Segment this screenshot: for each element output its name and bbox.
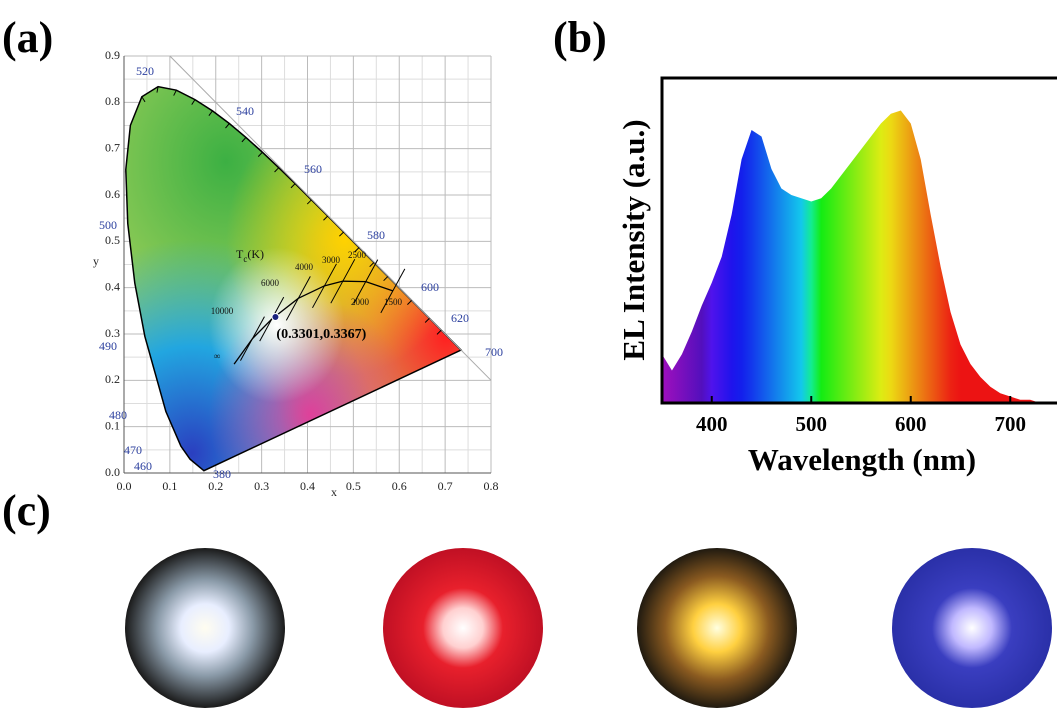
y-tick-label: 0.3	[105, 326, 120, 340]
x-axis-label: Wavelength (nm)	[748, 442, 976, 477]
y-tick-label: 0.7	[105, 140, 120, 154]
isotherm-title-part: T	[236, 247, 244, 261]
x-tick-label: 700	[995, 412, 1027, 436]
wavelength-label: 380	[213, 467, 231, 481]
wavelength-label: 470	[124, 443, 142, 457]
wavelength-label: 600	[421, 280, 439, 294]
locus-tick	[141, 96, 146, 103]
y-tick-label: 0.6	[105, 187, 120, 201]
x-tick-label: 0.5	[346, 479, 361, 493]
wavelength-label: 460	[134, 459, 152, 473]
locus-tick	[191, 99, 196, 105]
x-tick-label: 0.3	[254, 479, 269, 493]
locus-tick	[274, 167, 280, 173]
isotherm	[380, 268, 406, 314]
y-tick-label: 0.1	[105, 418, 120, 432]
locus-tick	[339, 231, 345, 237]
isotherm-label: 4000	[295, 262, 314, 272]
locus-tick	[407, 300, 412, 306]
wavelength-label: 500	[99, 218, 117, 232]
wavelength-label: 580	[367, 228, 385, 242]
data-point	[271, 312, 280, 321]
y-axis-label: EL Intensity (a.u.)	[616, 119, 651, 360]
isotherm-label: ∞	[214, 351, 220, 361]
isotherm	[285, 276, 311, 321]
wavelength-label: 540	[236, 104, 254, 118]
panel-label: (a)	[2, 13, 53, 62]
x-tick-label: 0.7	[438, 479, 453, 493]
frame	[660, 76, 1057, 405]
y-tick-label: 0.8	[105, 94, 120, 108]
locus-tick	[369, 262, 375, 268]
x-tick-label: 0.2	[208, 479, 223, 493]
y-tick-label: 0.2	[105, 372, 120, 386]
panel-label: (c)	[2, 486, 51, 535]
isotherm	[312, 263, 337, 309]
y-tick-label: 0.9	[105, 48, 120, 62]
x-tick-label: 0.8	[484, 479, 499, 493]
locus-tick	[290, 183, 296, 189]
x-tick-label: 0.4	[300, 479, 315, 493]
wavelength-label: 560	[304, 162, 322, 176]
isotherm-label: 2500	[348, 250, 367, 260]
point-label: (0.3301,0.3367)	[276, 327, 366, 342]
locus-tick	[436, 329, 442, 335]
wavelength-label: 480	[109, 408, 127, 422]
photo	[637, 548, 797, 708]
isotherm-title: Tc(K)	[236, 247, 264, 264]
locus-tick	[257, 151, 263, 157]
photo	[383, 548, 543, 708]
y-tick-label: 0.0	[105, 465, 120, 479]
isotherm-title-part: c	[243, 254, 247, 264]
x-tick-label: 400	[696, 412, 728, 436]
x-axis-label: x	[331, 485, 337, 499]
isotherm-title-part: (K)	[247, 247, 264, 261]
isotherm-label: 10000	[211, 306, 234, 316]
x-tick-label: 500	[796, 412, 828, 436]
locus-tick	[323, 215, 329, 221]
locus-tick	[306, 199, 312, 205]
isotherm	[330, 258, 356, 304]
wavelength-label: 620	[451, 311, 469, 325]
locus-tick	[208, 110, 213, 116]
spectrum-area	[662, 110, 1057, 403]
planckian-locus	[233, 280, 394, 365]
x-tick-label: 600	[895, 412, 927, 436]
photo	[125, 548, 285, 708]
x-tick-label: 0.6	[392, 479, 407, 493]
wavelength-label: 520	[136, 64, 154, 78]
diagonal	[169, 55, 492, 381]
locus-tick	[383, 276, 389, 282]
x-tick-label: 0.0	[117, 479, 132, 493]
locus-tick	[241, 137, 247, 143]
color-layer	[125, 86, 462, 471]
wavelength-label: 490	[99, 339, 117, 353]
locus-tick	[173, 89, 177, 96]
chromaticity-fill	[125, 86, 462, 471]
wavelength-label: 700	[485, 345, 503, 359]
locus-tick	[354, 247, 360, 253]
panel-label: (b)	[553, 13, 607, 62]
y-tick-label: 0.5	[105, 233, 120, 247]
isotherm-label: 1500	[384, 297, 403, 307]
isotherm	[259, 296, 285, 342]
isotherm	[240, 316, 265, 361]
locus-tick	[225, 123, 230, 129]
isotherm-label: 6000	[261, 278, 280, 288]
y-axis-label: y	[93, 254, 99, 268]
locus-tick	[424, 317, 430, 323]
isotherm-label: 3000	[322, 255, 341, 265]
photo	[892, 548, 1052, 708]
locus-tick	[156, 86, 159, 93]
x-tick-label: 0.1	[162, 479, 177, 493]
isotherm-label: 2000	[351, 297, 370, 307]
y-tick-label: 0.4	[105, 279, 120, 293]
isotherm	[353, 259, 379, 304]
